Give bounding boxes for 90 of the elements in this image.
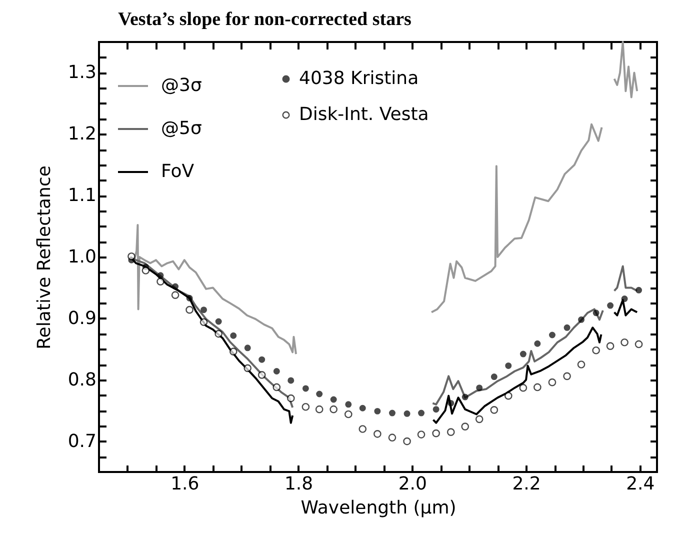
point xyxy=(128,252,136,260)
point xyxy=(244,344,251,352)
point xyxy=(345,401,352,408)
point xyxy=(286,394,295,402)
point xyxy=(475,415,484,424)
point xyxy=(563,372,571,380)
point xyxy=(215,318,222,325)
point xyxy=(592,310,600,316)
point xyxy=(214,330,222,338)
point xyxy=(403,437,411,446)
point xyxy=(374,408,381,414)
point xyxy=(404,410,410,417)
point xyxy=(578,316,585,323)
y-tick-label: 0.9 xyxy=(68,308,96,329)
point xyxy=(172,283,179,290)
point xyxy=(288,377,294,384)
y-tick-label: 1.1 xyxy=(68,185,96,206)
point xyxy=(634,340,643,348)
point xyxy=(330,405,338,414)
point xyxy=(520,350,526,358)
x-tick-label: 1.8 xyxy=(284,474,314,494)
point xyxy=(230,332,237,339)
point xyxy=(358,425,367,433)
point xyxy=(156,278,164,286)
point xyxy=(548,378,556,386)
legend-label: FoV xyxy=(161,161,195,182)
point xyxy=(272,383,281,392)
y-axis-title: Relative Reflectance xyxy=(34,166,55,350)
point xyxy=(592,346,600,354)
point xyxy=(621,296,628,302)
point xyxy=(186,294,193,302)
y-tick-label: 0.8 xyxy=(68,369,96,390)
x-axis-title: Wavelength (μm) xyxy=(300,498,456,518)
point xyxy=(620,338,628,346)
point xyxy=(564,324,570,331)
legend-label: @3σ xyxy=(161,75,202,96)
point xyxy=(388,410,396,416)
point xyxy=(548,332,556,338)
point xyxy=(490,374,498,380)
point xyxy=(417,430,426,438)
point xyxy=(244,364,252,372)
point xyxy=(461,422,470,430)
y-tick-label: 0.7 xyxy=(68,430,96,452)
point xyxy=(344,410,352,418)
legend-label: 4038 Kristina xyxy=(299,68,419,89)
point xyxy=(418,410,425,416)
point xyxy=(359,404,366,412)
point xyxy=(258,371,266,379)
point xyxy=(315,405,324,414)
point xyxy=(302,385,309,392)
point xyxy=(302,402,310,411)
point xyxy=(577,360,586,368)
point xyxy=(606,342,614,350)
x-tick-label: 2.4 xyxy=(626,474,655,494)
point xyxy=(330,396,337,403)
point xyxy=(273,368,280,374)
legend-label: Disk-Int. Vesta xyxy=(299,104,429,125)
y-tick-label: 1.2 xyxy=(68,124,96,145)
point xyxy=(446,428,455,436)
point xyxy=(432,406,440,413)
point xyxy=(229,348,238,356)
x-tick-label: 2.0 xyxy=(398,474,427,494)
point xyxy=(142,266,150,274)
y-tick-label: 1.0 xyxy=(68,246,96,268)
point xyxy=(157,272,164,279)
point xyxy=(171,291,180,299)
y-tick-label: 1.3 xyxy=(68,62,96,84)
x-tick-label: 2.2 xyxy=(512,474,541,494)
point xyxy=(519,384,528,392)
point xyxy=(462,394,468,400)
point xyxy=(490,406,498,414)
point xyxy=(534,383,542,392)
point xyxy=(534,340,541,347)
x-tick-label: 1.6 xyxy=(170,474,200,494)
point xyxy=(636,286,642,294)
point xyxy=(200,306,208,314)
chart-title: Vesta’s slope for non-corrected stars xyxy=(118,9,412,30)
point xyxy=(316,390,323,398)
point xyxy=(607,302,614,309)
point xyxy=(258,356,266,363)
point xyxy=(448,400,454,406)
point xyxy=(200,318,208,326)
point xyxy=(505,362,512,369)
point xyxy=(374,430,382,438)
legend-label: @5σ xyxy=(161,118,202,139)
point xyxy=(388,434,396,442)
point xyxy=(504,392,512,400)
point xyxy=(186,306,194,314)
point xyxy=(476,384,483,392)
point xyxy=(432,429,440,438)
